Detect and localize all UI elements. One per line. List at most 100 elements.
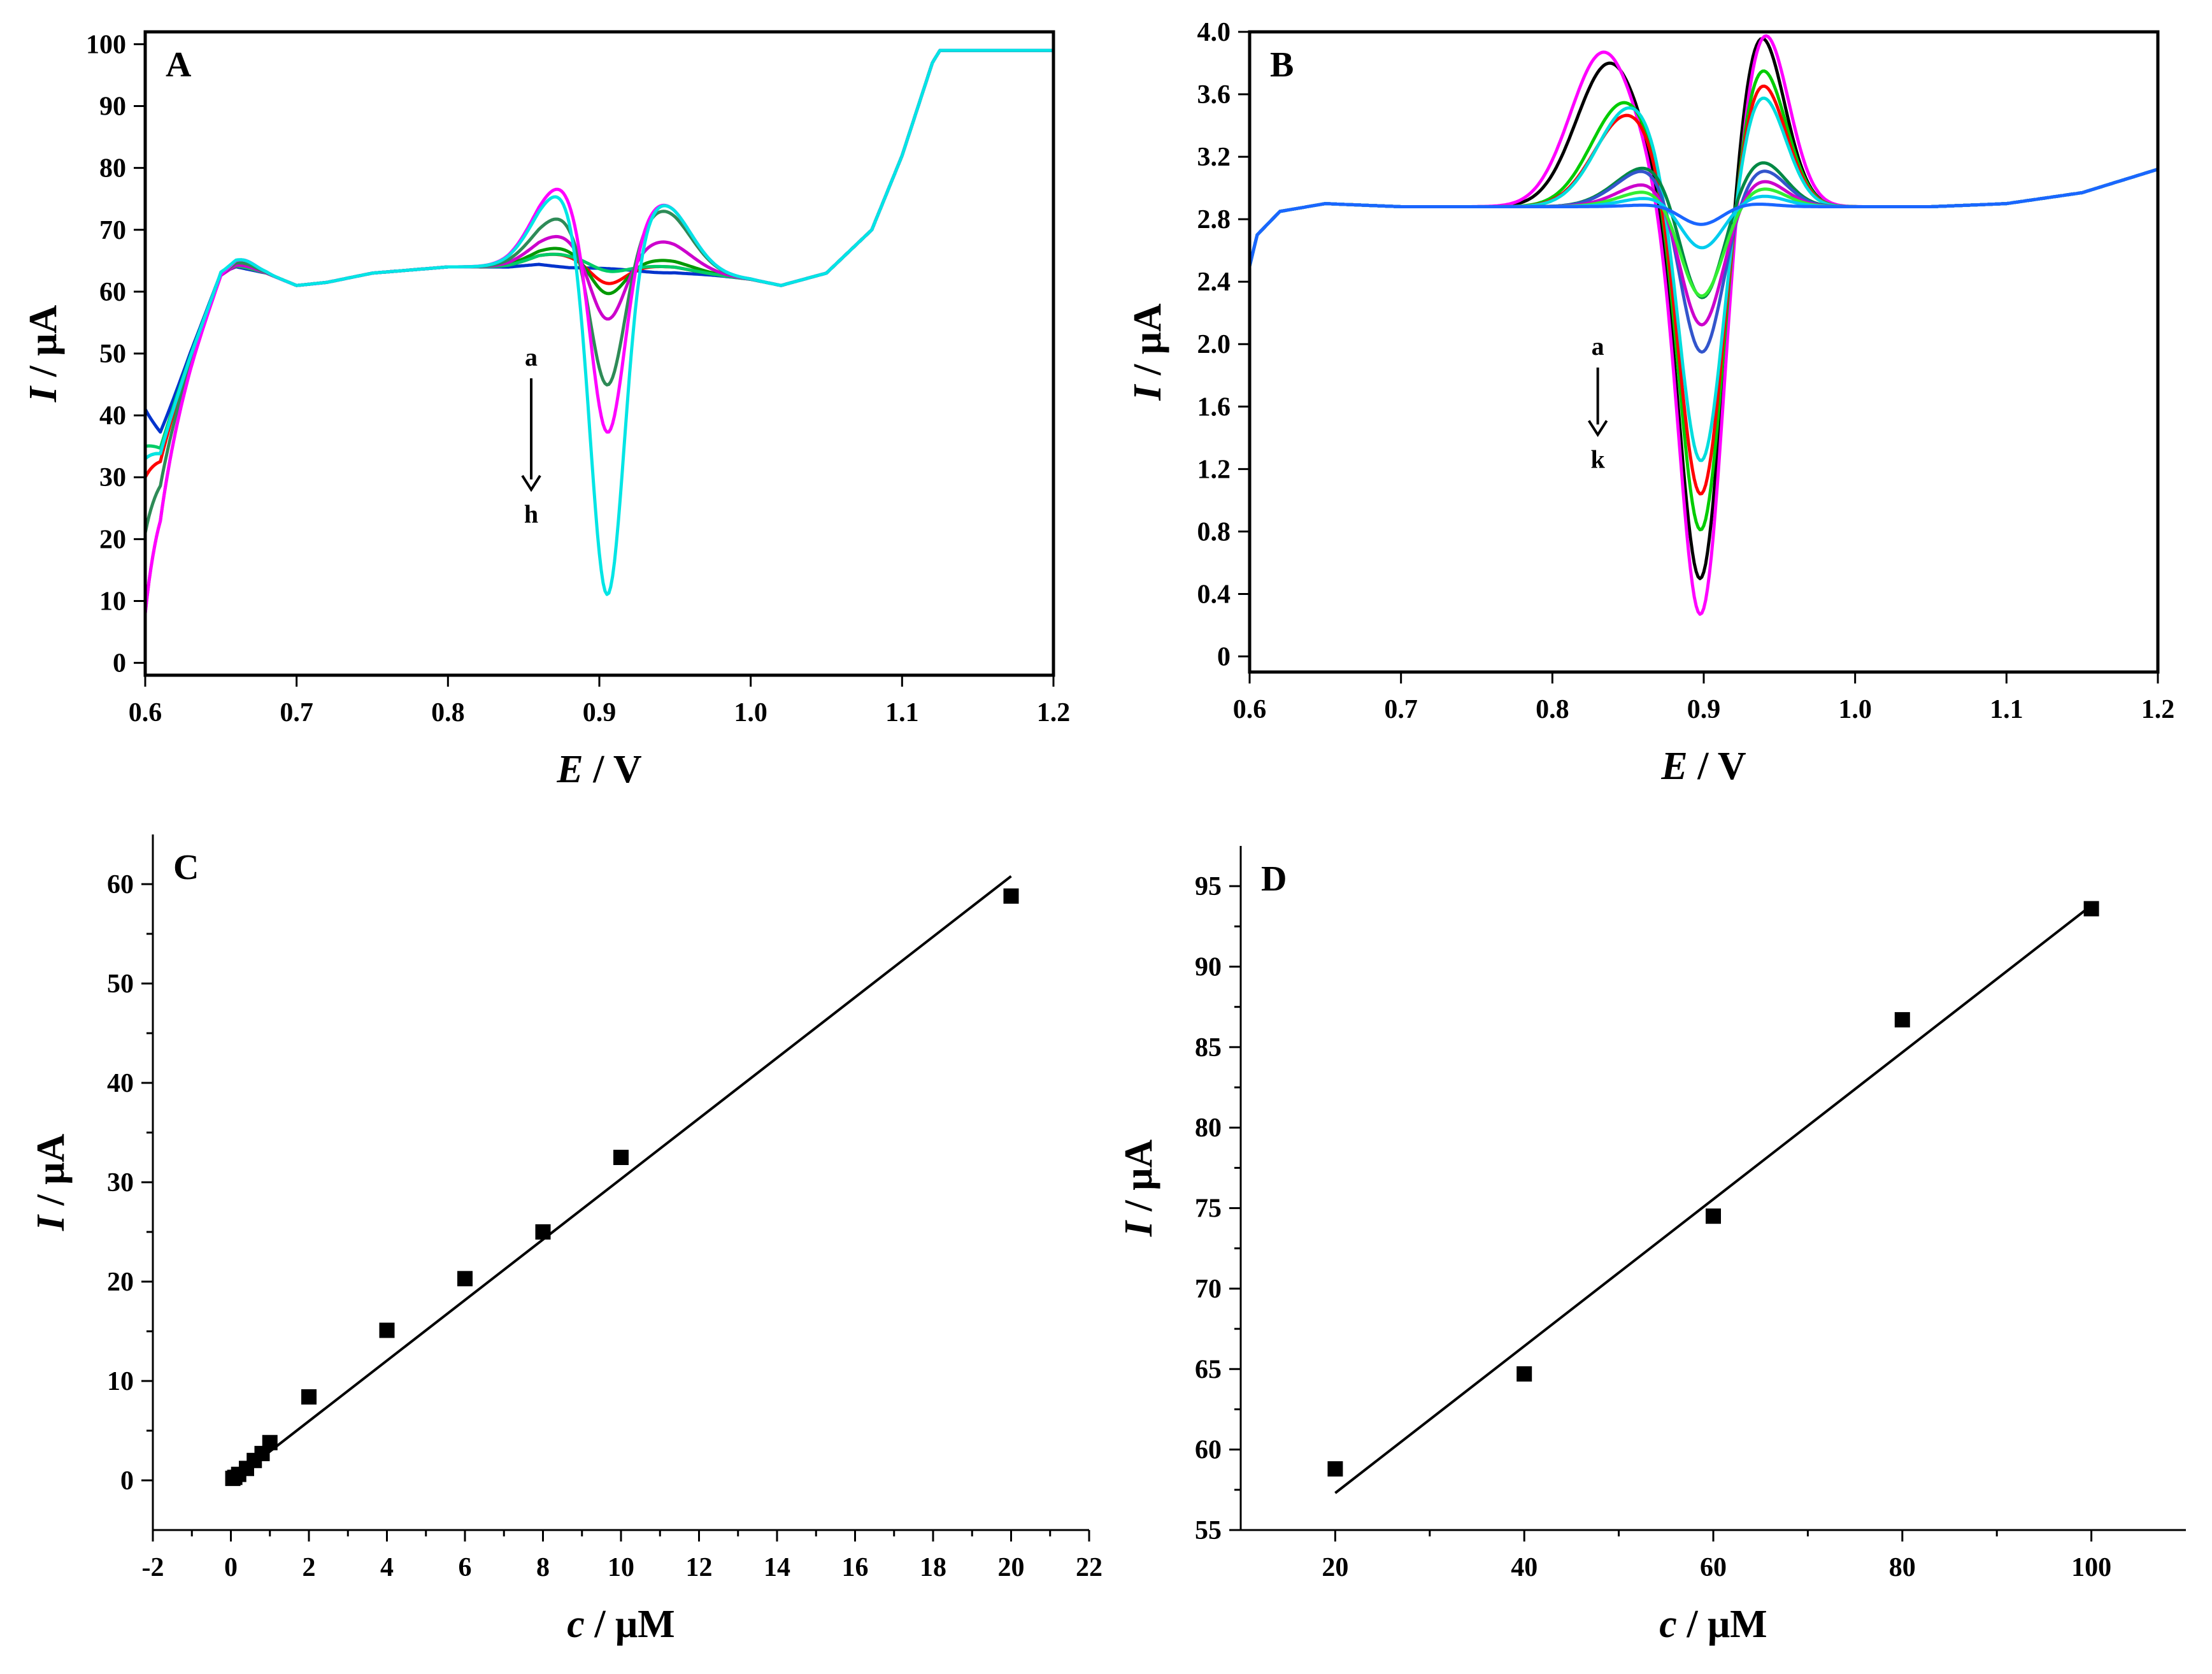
panel-b-series-d <box>1250 84 2158 496</box>
panel-d-x-axis-unit: / μM <box>1677 1603 1767 1646</box>
panel-a-x-tick-label: 0.6 <box>129 698 162 727</box>
panel-b-series-j <box>1250 168 2158 267</box>
panel-c-x-tick-label: 22 <box>1076 1553 1102 1582</box>
panel-d-x-axis-title: c / μM <box>1659 1603 1767 1646</box>
panel-d-y-tick-label: 80 <box>1195 1113 1222 1143</box>
panel-c-x-tick-label: 20 <box>998 1553 1025 1582</box>
panel-c-data-point <box>301 1389 317 1405</box>
panel-b-y-tick-label: 4.0 <box>1197 18 1231 47</box>
panel-b-series-k <box>1250 168 2158 267</box>
panel-a-label: A <box>166 45 192 85</box>
panel-c-x-axis-unit: / μM <box>585 1603 675 1646</box>
panel-b-y-tick-label: 1.2 <box>1197 455 1231 484</box>
panel-a-arrow-start-label: a <box>525 343 538 371</box>
panel-c-y-tick-label: 40 <box>107 1069 134 1098</box>
panel-a-y-tick-label: 80 <box>99 154 126 183</box>
panel-d-y-tick-label: 60 <box>1195 1436 1222 1465</box>
panel-a-y-tick-label: 0 <box>113 649 126 678</box>
panel-c-y-tick-label: 30 <box>107 1168 134 1198</box>
panel-d: 20 40 60 80 100 55 60 65 70 75 80 85 90 95 Dc / μM I / … <box>1117 846 2186 1646</box>
panel-a-series-e <box>145 48 1053 614</box>
panel-c-x-tick-label: 18 <box>920 1553 946 1582</box>
panel-c-data-point <box>613 1150 629 1165</box>
panel-b-y-axis-title: I / μA <box>1126 303 1169 401</box>
panel-a-y-tick-label: 100 <box>86 30 126 59</box>
panel-b-y-tick-label: 2.4 <box>1197 268 1231 297</box>
panel-b-series-c <box>1250 69 2158 532</box>
panel-b-y-axis-var: I <box>1126 384 1169 401</box>
panel-d-fit-line <box>1334 904 2092 1494</box>
panel-b-x-tick-label: 1.1 <box>1990 695 2023 724</box>
panel-b-series-i <box>1250 168 2158 298</box>
panel-b-arrow-end-label: k <box>1591 445 1606 473</box>
panel-c-x-axis-var: c <box>567 1603 585 1646</box>
panel-c-y-axis-unit: / μA <box>29 1134 73 1215</box>
panel-d-x-tick-label: 40 <box>1511 1553 1538 1582</box>
panel-c-x-tick-label: 4 <box>380 1553 394 1582</box>
panel-b-x-tick-label: 0.6 <box>1233 695 1267 724</box>
panel-a-frame <box>143 30 1055 677</box>
panel-c-x-tick-label: 6 <box>459 1553 472 1582</box>
panel-c-x-tick-label: 14 <box>764 1553 790 1582</box>
panel-c-x-axis-title: c / μM <box>567 1603 674 1646</box>
panel-b-y-tick-label: 0.8 <box>1197 517 1231 547</box>
panel-c-x-tick-label: 0 <box>224 1553 238 1582</box>
panel-c-y-axis-title: I / μA <box>29 1134 73 1232</box>
panel-a-x-tick-label: 0.7 <box>280 698 313 727</box>
panel-a-y-tick-label: 40 <box>99 401 126 431</box>
panel-c-fit-line <box>261 875 1012 1459</box>
panel-d-data-point <box>2083 901 2099 917</box>
panel-a-x-axis-unit: / V <box>583 748 642 791</box>
panel-d-x-axis-var: c <box>1659 1603 1677 1646</box>
panel-b-y-tick-label: 1.6 <box>1197 392 1231 422</box>
panel-d-y-tick-label: 90 <box>1195 953 1222 982</box>
panel-a-y-axis-unit: / μA <box>22 305 65 387</box>
panel-c-data-point <box>379 1322 395 1338</box>
panel-a-series-group <box>145 48 1053 614</box>
panel-b-series-e <box>1250 96 2158 462</box>
panel-d-data-point <box>1327 1461 1343 1477</box>
panel-d-y-axis-var: I <box>1117 1220 1160 1237</box>
panel-a-x-tick-label: 1.1 <box>885 698 919 727</box>
panel-b-y-axis-unit: / μA <box>1126 303 1169 385</box>
panel-a-series-h <box>145 48 1053 596</box>
panel-a-x-tick-label: 1.2 <box>1037 698 1071 727</box>
panel-b-x-tick-label: 1.2 <box>2141 695 2175 724</box>
panel-c-y-tick-label: 0 <box>120 1466 134 1496</box>
panel-a-y-tick-label: 70 <box>99 216 126 245</box>
panel-c-x-tick-label: 2 <box>303 1553 316 1582</box>
panel-b: 0.6 0.7 0.8 0.9 1.0 1.1 1.2 0 0.4 0.8 1.2 1.6 2.0 2.4… <box>1126 18 2174 788</box>
panel-b-y-tick-label: 0 <box>1217 642 1231 671</box>
panel-d-x-tick-label: 60 <box>1700 1553 1727 1582</box>
panel-b-series-group <box>1250 34 2158 616</box>
panel-b-x-tick-label: 0.8 <box>1536 695 1569 724</box>
panel-c-label: C <box>173 848 199 887</box>
panel-b-y-tick-label: 3.6 <box>1197 80 1231 110</box>
panel-c-y-tick-label: 10 <box>107 1367 134 1396</box>
panel-a-x-axis-var: E <box>556 748 583 791</box>
panel-b-arrow-head <box>1587 420 1608 438</box>
panel-c-x-tick-label: -2 <box>142 1553 164 1582</box>
panel-b-label: B <box>1270 45 1294 85</box>
panel-b-y-tick-label: 2.8 <box>1197 205 1231 234</box>
panel-d-x-tick-label: 100 <box>2071 1553 2111 1582</box>
panel-b-x-tick-label: 1.0 <box>1838 695 1872 724</box>
panel-c-x-tick-label: 10 <box>608 1553 634 1582</box>
panel-c-data-point <box>535 1224 551 1240</box>
panel-a-y-tick-label: 20 <box>99 525 126 554</box>
panel-d-y-tick-label: 95 <box>1195 872 1222 901</box>
panel-d-label: D <box>1261 859 1287 899</box>
panel-b-y-tick-label: 3.2 <box>1197 143 1231 172</box>
panel-a-arrow-head <box>521 475 541 492</box>
panel-d-y-tick-label: 75 <box>1195 1194 1222 1224</box>
panel-b-y-tick-label: 0.4 <box>1197 580 1231 609</box>
panel-d-data-point <box>1894 1012 1910 1027</box>
panel-c-y-tick-label: 60 <box>107 870 134 899</box>
panel-b-x-axis-title: E / V <box>1660 745 1746 788</box>
panel-c-data-point <box>1003 888 1019 904</box>
panel-b-y-tick-label: 2.0 <box>1197 330 1231 359</box>
panel-d-y-tick-label: 55 <box>1195 1516 1222 1545</box>
panel-c-data-point <box>457 1271 473 1287</box>
panel-b-series-a <box>1250 36 2158 580</box>
